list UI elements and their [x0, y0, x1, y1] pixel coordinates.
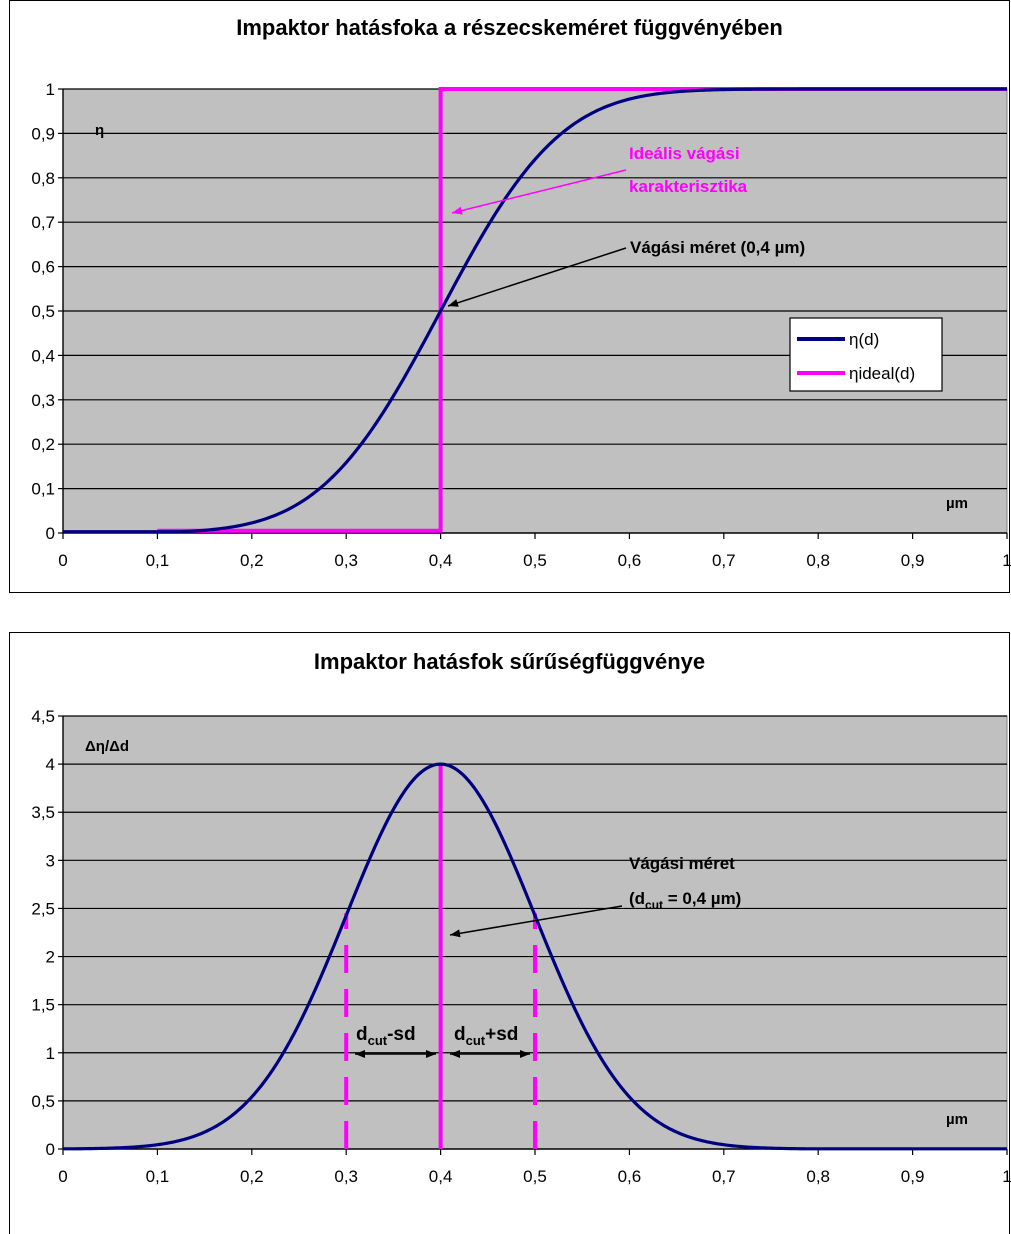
plot-area [62, 715, 1008, 1150]
series-eta [63, 87, 1007, 534]
y-tick-label: 0,8 [31, 169, 55, 188]
x-tick-label: 0,3 [334, 551, 358, 570]
chart-title: Impaktor hatásfok sűrűségfüggvénye [313, 649, 706, 674]
x-tick-label: 0,9 [901, 1167, 925, 1186]
x-tick-label: 0,4 [429, 551, 453, 570]
x-axis-label: µm [946, 495, 968, 512]
y-tick-label: 0,5 [31, 302, 55, 321]
annotation-ideal-line1: Ideális vágási [629, 144, 740, 163]
y-tick-label: 1,5 [31, 996, 55, 1015]
legend-label-ideal: ηideal(d) [849, 364, 915, 383]
y-tick-label: 0,2 [31, 435, 55, 454]
y-tick-label: 3 [46, 851, 55, 870]
y-axis-label: Δη/Δd [85, 738, 129, 755]
y-tick-label: 1 [46, 1044, 55, 1063]
label-dcut-minus-sd: dcut-sd [356, 1024, 416, 1048]
y-tick-label: 1 [46, 80, 55, 99]
y-tick-label: 0 [46, 524, 55, 543]
arrow-cut-head [448, 299, 459, 307]
x-tick-label: 0,4 [429, 1167, 453, 1186]
annotation-cut: Vágási méret (0,4 µm) [630, 238, 805, 257]
legend-box [789, 317, 943, 392]
x-tick-label: 0,1 [146, 551, 170, 570]
y-tick-label: 0 [46, 1140, 55, 1159]
annotation-ideal-line2: karakterisztika [629, 177, 748, 196]
annotation-cut-line1: Vágási méret [629, 854, 735, 873]
x-tick-label: 0,5 [523, 551, 547, 570]
x-tick-label: 0 [58, 1167, 67, 1186]
x-tick-label: 0,6 [618, 551, 642, 570]
x-tick-label: 1 [1002, 1167, 1011, 1186]
x-tick-label: 0,5 [523, 1167, 547, 1186]
y-tick-label: 2,5 [31, 899, 55, 918]
arrow-plus-left-head [450, 1050, 460, 1058]
arrow-cut [449, 905, 623, 936]
efficiency-plot: 0 0,1 0,2 0,3 0,4 0,5 0,6 0,7 0,8 0,9 1 0 0,1 0,2 0,3 0… [31, 80, 1011, 570]
x-tick-label: 0,7 [712, 1167, 736, 1186]
x-tick-label: 0,6 [618, 1167, 642, 1186]
x-tick-label: 0,8 [806, 1167, 830, 1186]
y-tick-label: 3,5 [31, 803, 55, 822]
x-tick-label: 0,3 [334, 1167, 358, 1186]
x-tick-label: 0,7 [712, 551, 736, 570]
y-tick-label: 0,5 [31, 1092, 55, 1111]
chart-title: Impaktor hatásfoka a részecskeméret függ… [236, 15, 783, 40]
arrow-plus-right-head [520, 1050, 530, 1058]
arrow-cut [447, 247, 627, 307]
x-tick-label: 0,2 [240, 551, 264, 570]
y-tick-label: 0,9 [31, 124, 55, 143]
label-dcut-plus-sd: dcut+sd [454, 1024, 518, 1048]
y-tick-label: 2 [46, 948, 55, 967]
x-tick-label: 0,2 [240, 1167, 264, 1186]
y-tick-label: 0,4 [31, 346, 55, 365]
series-density [63, 762, 1007, 1151]
y-tick-label: 0,7 [31, 213, 55, 232]
y-tick-label: 4 [46, 755, 55, 774]
arrow-ideal-head [452, 206, 463, 215]
x-tick-label: 0 [58, 551, 67, 570]
y-tick-label: 0,1 [31, 480, 55, 499]
y-tick-label: 0,3 [31, 391, 55, 410]
y-tick-label: 4,5 [31, 707, 55, 726]
x-tick-label: 1 [1002, 551, 1011, 570]
x-tick-label: 0,1 [146, 1167, 170, 1186]
x-axis-label: µm [946, 1111, 968, 1128]
legend-label-eta: η(d) [849, 330, 879, 349]
arrow-minus-right-head [426, 1050, 436, 1058]
arrow-minus-left-head [355, 1050, 365, 1058]
arrow-ideal [451, 169, 627, 214]
x-tick-label: 0,9 [901, 551, 925, 570]
y-tick-label: 0,6 [31, 258, 55, 277]
arrow-cut-head [450, 929, 461, 938]
y-axis-label: η [95, 122, 104, 139]
annotation-cut-line2: (dcut = 0,4 µm) [629, 889, 741, 912]
x-tick-label: 0,8 [806, 551, 830, 570]
